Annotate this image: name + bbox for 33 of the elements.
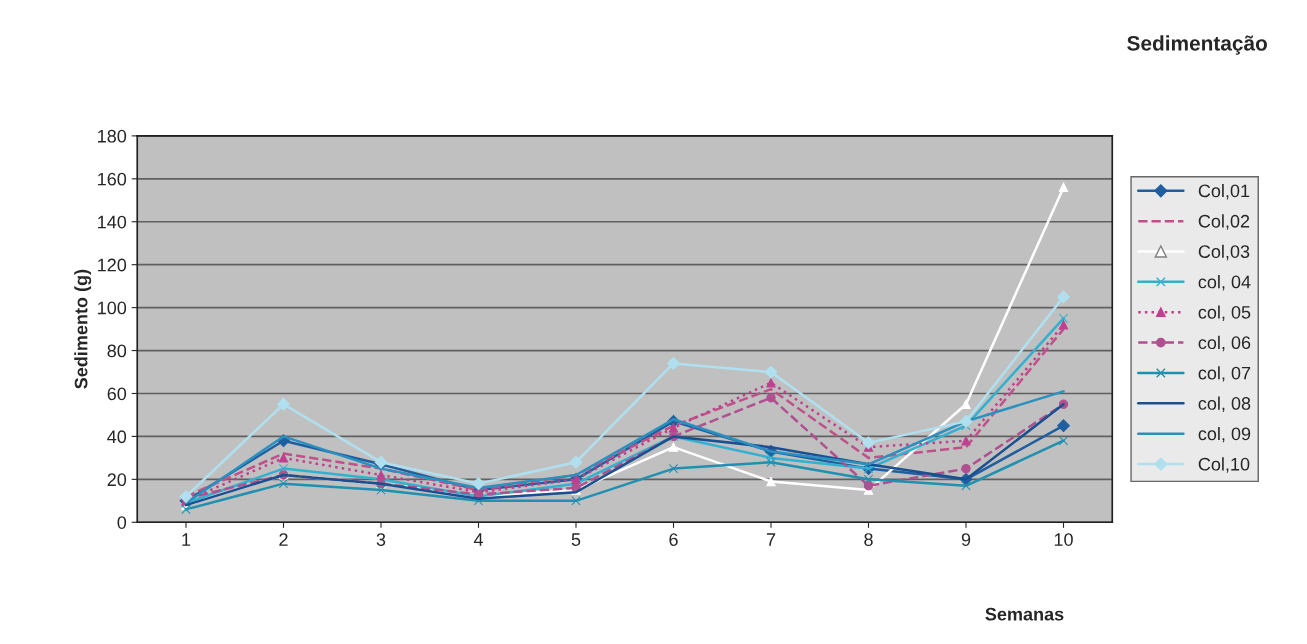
text: Sedimentação (1127, 35, 1267, 55)
x-tick-label: 5 (571, 533, 581, 546)
x-tick-label: 9 (961, 533, 971, 546)
legend-label: Col,10 (1198, 457, 1250, 473)
x-tick-label: 3 (376, 533, 386, 546)
legend-label: Col,02 (1198, 214, 1250, 230)
legend-label: Col,03 (1198, 244, 1250, 261)
y-tick-label: 120 (98, 258, 127, 272)
y-tick-label: 20 (107, 473, 127, 487)
legend-label: col, 04 (1198, 275, 1251, 291)
y-tick-label: 100 (98, 301, 127, 315)
y-tick-label: 140 (98, 215, 127, 229)
legend-label: col, 08 (1198, 396, 1251, 412)
y-tick-label: 60 (107, 387, 127, 401)
y-tick-label: 80 (107, 344, 127, 358)
x-tick-label: 7 (766, 533, 776, 546)
x-tick-label: 2 (279, 533, 288, 546)
legend-label: col, 06 (1198, 335, 1251, 352)
y-tick-label: 40 (107, 430, 127, 444)
x-tick-label: 4 (473, 533, 483, 546)
x-tick-label: 6 (669, 533, 678, 546)
y-tick-label: 0 (117, 516, 127, 529)
legend-label: col, 09 (1198, 426, 1251, 443)
x-tick-label: 8 (864, 533, 873, 546)
legend-label: col, 05 (1198, 305, 1251, 321)
x-tick-label: 1 (182, 533, 191, 546)
y-tick-label: 180 (98, 129, 127, 143)
x-axis-title: Semanas (985, 607, 1064, 621)
legend-label: Col,01 (1198, 183, 1250, 200)
legend-label: col, 07 (1198, 366, 1251, 382)
x-tick-label: 10 (1054, 533, 1073, 546)
y-axis-title: Sedimento (g) (74, 269, 92, 389)
y-tick-label: 160 (98, 172, 127, 186)
